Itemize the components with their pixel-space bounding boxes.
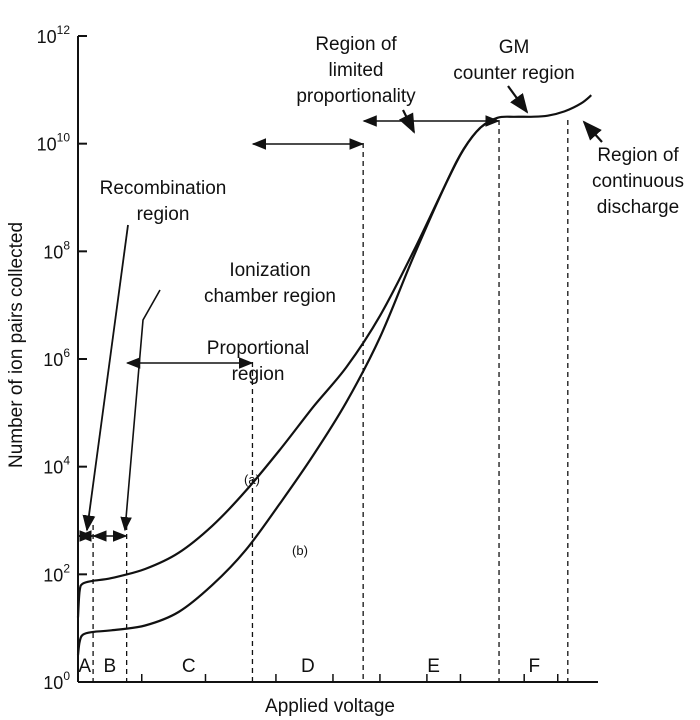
- continuous-label-line-3: discharge: [597, 197, 679, 218]
- limited-label-line-2: limited: [329, 60, 384, 81]
- gm-label-line-1: GM: [499, 37, 530, 58]
- ionization-label-line-1: Ionization: [229, 260, 310, 281]
- y-axis-title: Number of ion pairs collected: [6, 222, 27, 468]
- region-letter-c: C: [182, 656, 196, 677]
- y-tick-base: 10: [43, 673, 63, 693]
- y-tick-label: 106: [43, 346, 70, 370]
- y-tick-label: 104: [43, 454, 70, 478]
- y-tick-exponent: 12: [57, 23, 71, 37]
- x-axis-title: Applied voltage: [265, 696, 395, 717]
- y-tick-base: 10: [37, 27, 57, 47]
- y-tick-exponent: 8: [63, 238, 70, 252]
- region-boundaries: [92, 120, 569, 682]
- recombination-label-line-2: region: [137, 204, 190, 225]
- region-letter-e: E: [427, 656, 440, 677]
- gm-label-line-2: counter region: [453, 63, 574, 84]
- y-tick-label: 108: [43, 238, 70, 262]
- gm-pointer: [507, 85, 529, 114]
- y-tick-label: 1012: [37, 23, 71, 47]
- y-tick-exponent: 10: [57, 131, 71, 145]
- y-tick-label: 102: [43, 561, 70, 585]
- y-tick-exponent: 4: [63, 454, 70, 468]
- y-tick-label: 100: [43, 669, 70, 693]
- y-tick-exponent: 6: [63, 346, 70, 360]
- proportional-label-line-1: Proportional: [207, 338, 309, 359]
- y-tick-label: 1010: [37, 131, 71, 155]
- region-letter-f: F: [528, 656, 540, 677]
- ionization-label-line-2: chamber region: [204, 286, 336, 307]
- y-tick-base: 10: [43, 458, 63, 478]
- series-label-b: (b): [292, 543, 308, 558]
- region-letter-a: A: [78, 656, 91, 677]
- annotation-arrows: [77, 85, 603, 542]
- series-label-a: (a): [244, 472, 260, 487]
- y-tick-base: 10: [43, 350, 63, 370]
- y-tick-base: 10: [37, 135, 57, 155]
- series-curve-b: [76, 116, 498, 656]
- y-tick-base: 10: [43, 565, 63, 585]
- continuous-label-line-2: continuous: [592, 171, 684, 192]
- y-tick-exponent: 0: [63, 669, 70, 683]
- annotation-labels: Recombination region Ionization chamber reg…: [100, 34, 684, 385]
- region-letter-b: B: [104, 656, 117, 677]
- ionization-pointer: [120, 289, 161, 532]
- series-curve-a: [76, 94, 593, 618]
- continuous-pointer: [582, 120, 603, 143]
- limited-label-line-3: proportionality: [296, 86, 416, 107]
- recombination-label-line-1: Recombination: [100, 178, 227, 199]
- proportional-label-line-2: region: [232, 364, 285, 385]
- y-tick-exponent: 2: [63, 561, 70, 575]
- data-curves: (a) (b): [76, 94, 593, 656]
- limited-pointer: [398, 109, 415, 134]
- limited-label-line-1: Region of: [315, 34, 397, 55]
- y-tick-base: 10: [43, 242, 63, 262]
- continuous-label-line-1: Region of: [597, 145, 679, 166]
- recombination-pointer: [82, 224, 129, 532]
- region-letter-d: D: [301, 656, 315, 677]
